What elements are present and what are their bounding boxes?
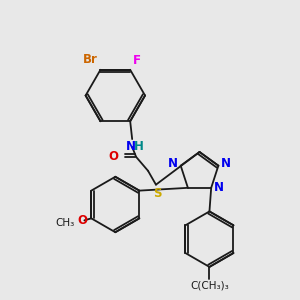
Text: N: N <box>221 157 231 170</box>
Text: CH₃: CH₃ <box>55 218 74 228</box>
Text: S: S <box>153 187 161 200</box>
Text: N: N <box>168 157 178 170</box>
Text: H: H <box>134 140 144 153</box>
Text: N: N <box>126 140 136 153</box>
Text: C(CH₃)₃: C(CH₃)₃ <box>190 281 229 291</box>
Text: Br: Br <box>82 53 98 66</box>
Text: N: N <box>214 181 224 194</box>
Text: O: O <box>108 150 118 164</box>
Text: F: F <box>133 54 141 67</box>
Text: O: O <box>77 214 87 227</box>
